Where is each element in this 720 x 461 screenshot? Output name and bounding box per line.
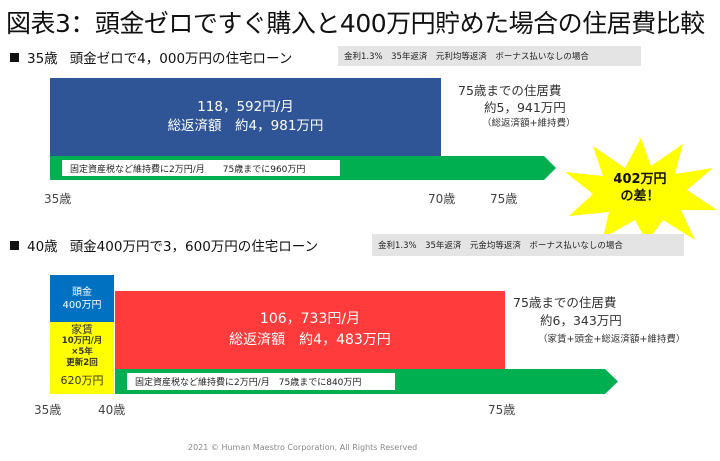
scenario1-axis-start: 35歳 xyxy=(44,192,72,206)
rent-box: 家賃 10万円/月 ×5年 更新2回 620万円 xyxy=(50,322,114,394)
rent-years: ×5年 xyxy=(71,347,93,357)
bullet-square-icon xyxy=(10,52,19,62)
rent-renewals: 更新2回 xyxy=(66,358,98,368)
page-title: 図表3：頭金ゼロですぐ購入と400万円貯めた場合の住居費比較 xyxy=(6,9,705,38)
scenario2-total: 総返済額 約4，483万円 xyxy=(229,332,391,348)
scenario2-summary-breakdown: （家賃+頭金+総返済額+維持費） xyxy=(538,334,686,345)
scenario1-monthly: 118，592円/月 xyxy=(197,99,294,115)
scenario2-age: 40歳 xyxy=(27,239,58,255)
down-payment-amount: 400万円 xyxy=(62,299,102,311)
scenario2-conditions: 金利1.3% 35年返済 元金均等返済 ボーナス払いなしの場合 xyxy=(372,234,684,256)
down-payment-label: 頭金 xyxy=(72,286,92,298)
copyright-footer: 2021 © Human Maestro Corporation, All Ri… xyxy=(188,443,418,452)
scenario2-summary-label: 75歳までの住居費 xyxy=(513,295,617,310)
scenario2-loan-bar: 106，733円/月 総返済額 約4，483万円 xyxy=(115,291,505,369)
scenario2-heading-text: 頭金400万円で3，600万円の住宅ローン xyxy=(69,239,319,255)
scenario1-heading-text: 頭金ゼロで4，000万円の住宅ローン xyxy=(69,51,293,67)
bullet-square-icon xyxy=(10,240,19,250)
difference-caption: の差！ xyxy=(620,189,660,204)
scenario2-monthly: 106，733円/月 xyxy=(259,311,361,327)
rent-label: 家賃 xyxy=(71,323,93,336)
scenario1-summary-breakdown: （総返済額+維持費） xyxy=(482,118,576,129)
difference-label: 402万円 の差！ xyxy=(595,171,685,205)
scenario1-axis-end: 75歳 xyxy=(490,192,518,206)
scenario1-age: 35歳 xyxy=(27,51,58,67)
scenario1-loan-bar: 118，592円/月 総返済額 約4，981万円 xyxy=(50,78,441,156)
scenario1-maintenance-note: 固定資産税など維持費に2万円/月 75歳までに960万円 xyxy=(62,160,340,176)
scenario2-axis-start: 35歳 xyxy=(34,403,62,417)
scenario1-heading: 35歳 頭金ゼロで4，000万円の住宅ローン xyxy=(10,47,292,67)
scenario1-total: 総返済額 約4，981万円 xyxy=(167,118,324,134)
scenario2-axis-loan-start: 40歳 xyxy=(98,403,126,417)
scenario1-summary-label: 75歳までの住居費 xyxy=(458,83,562,98)
down-payment-box: 頭金 400万円 xyxy=(50,275,114,322)
scenario2-summary-amount: 約6，343万円 xyxy=(540,313,622,328)
rent-monthly: 10万円/月 xyxy=(61,336,103,346)
difference-amount: 402万円 xyxy=(613,172,667,187)
scenario2-maintenance-note: 固定資産税など維持費に2万円/月 75歳までに840万円 xyxy=(127,373,395,390)
scenario2-heading: 40歳 頭金400万円で3，600万円の住宅ローン xyxy=(10,235,318,255)
rent-total: 620万円 xyxy=(60,374,104,387)
scenario2-axis-end: 75歳 xyxy=(488,403,516,417)
scenario1-conditions: 金利1.3% 35年返済 元利均等返済 ボーナス払いなしの場合 xyxy=(338,46,641,66)
scenario1-summary-amount: 約5，941万円 xyxy=(484,100,566,115)
difference-burst-icon xyxy=(565,138,717,242)
scenario1-axis-loan-end: 70歳 xyxy=(428,192,456,206)
